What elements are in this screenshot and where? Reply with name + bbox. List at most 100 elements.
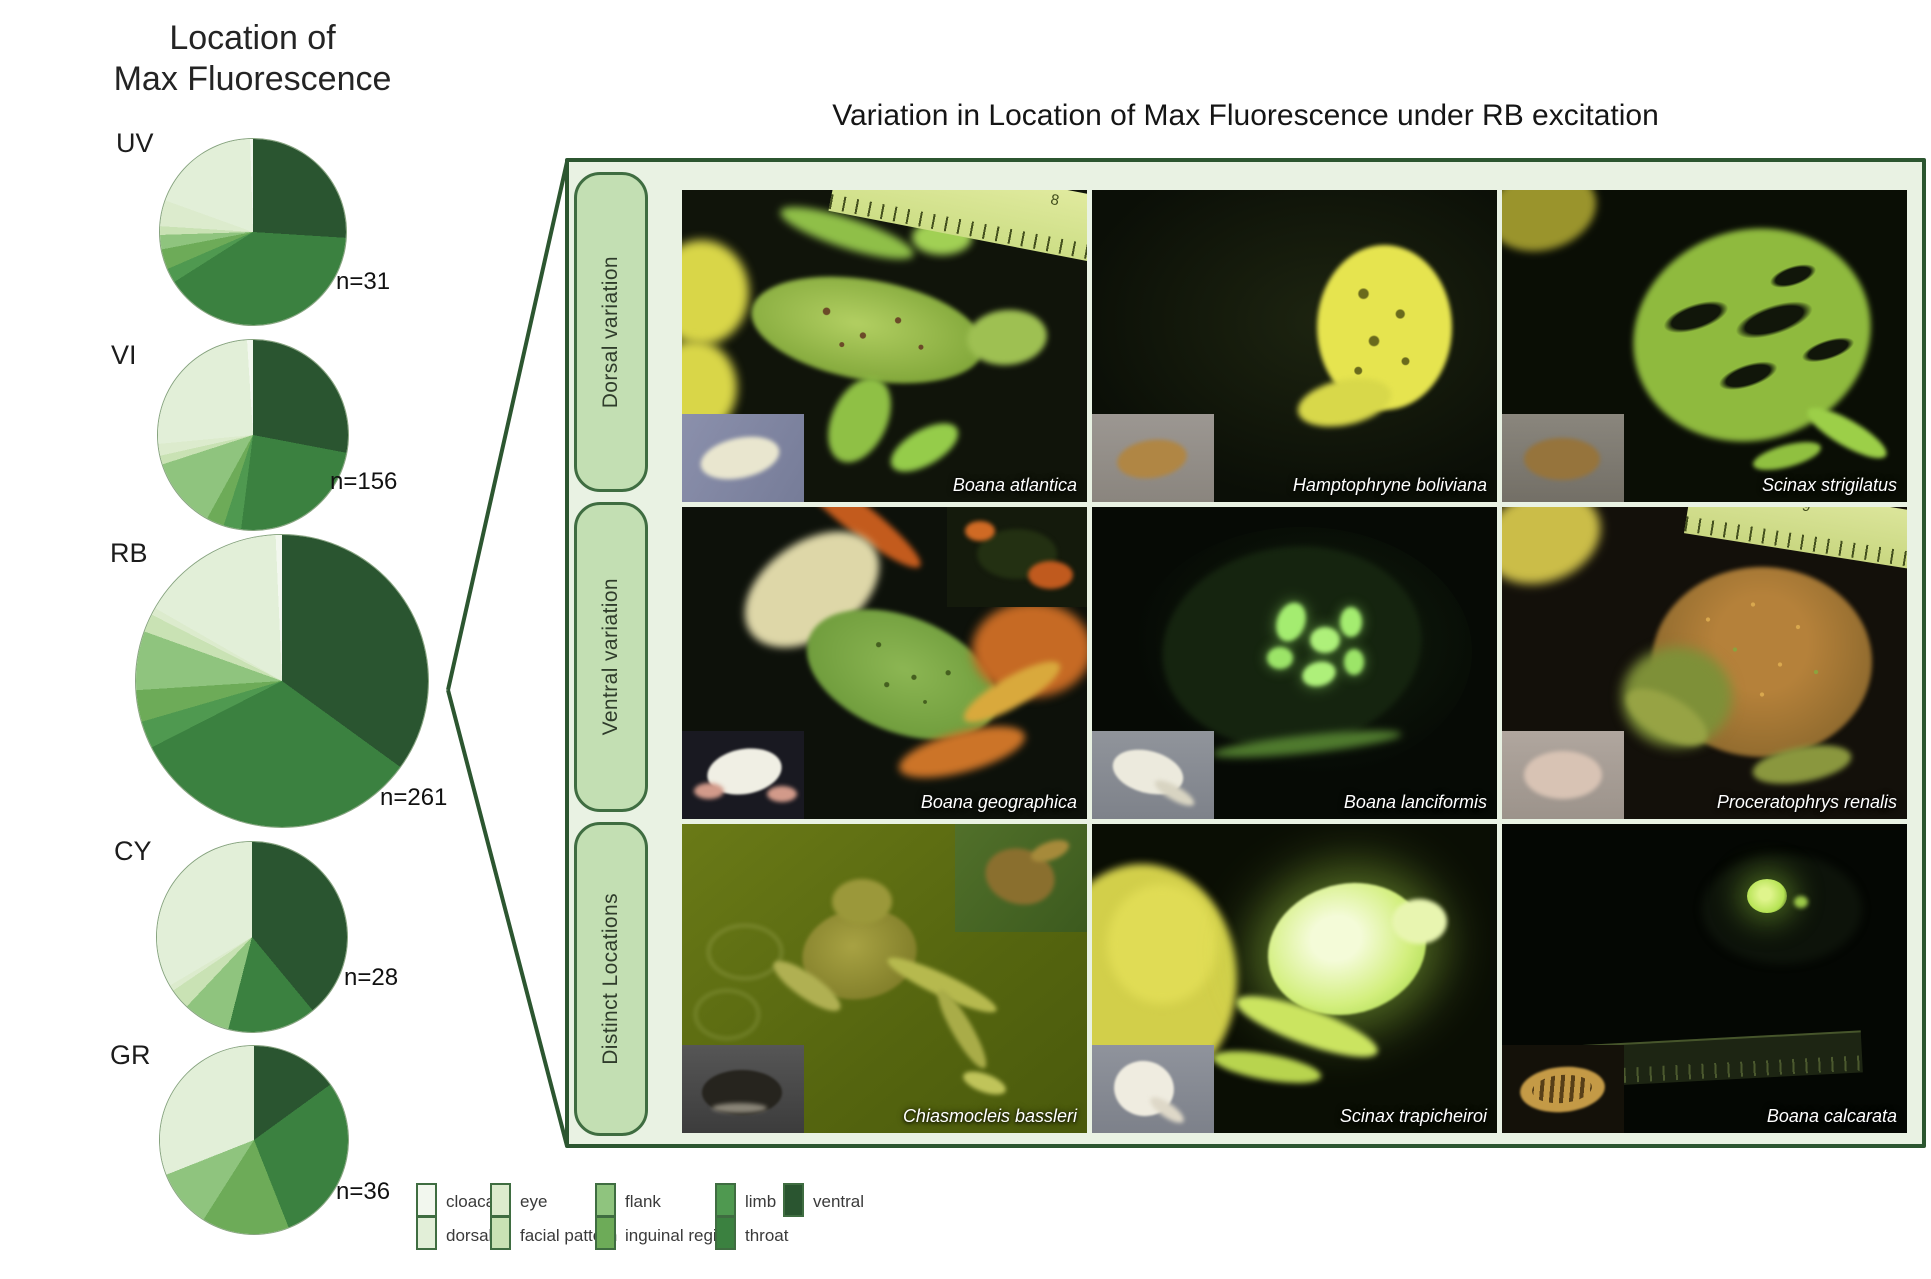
frog-limb-shape: [1801, 399, 1893, 467]
left-panel-title: Location of Max Fluorescence: [55, 18, 450, 100]
pie-label-gr: GR: [110, 1040, 151, 1070]
ruler-number: 9: [1801, 507, 1812, 515]
legend-swatch-ventral: [783, 1183, 804, 1217]
photo-scinax-strigilatus: Scinax strigilatus: [1502, 190, 1907, 502]
legend-swatch-facial-pattern: [490, 1216, 511, 1250]
photo-boana-geographica: Boana geographica: [682, 507, 1087, 819]
inset-photo: [1502, 731, 1624, 819]
inset-photo: [947, 507, 1087, 607]
glow-spot: [1340, 607, 1362, 637]
photo-caption: Boana lanciformis: [1343, 792, 1487, 812]
photo-boana-atlantica: 7 8 Boana atlantica: [682, 190, 1087, 502]
inset-photo: [1092, 731, 1214, 819]
left-title-line1: Location of: [169, 19, 336, 57]
row-label-text: Distinct Locations: [599, 893, 622, 1065]
glow-spot: [1794, 896, 1808, 908]
legend-label-ventral: ventral: [813, 1192, 865, 1211]
zoom-connector-lines: [446, 161, 569, 1147]
row-label-text: Dorsal variation: [599, 255, 622, 409]
glow-eye-spot: [1747, 879, 1787, 913]
photo-boana-calcarata: Boana calcarata: [1502, 824, 1907, 1133]
pie-chart-cy: [157, 842, 347, 1032]
frog-body-shape: [696, 430, 784, 486]
frog-limb-shape: [694, 783, 724, 799]
pie-chart-gr: [160, 1046, 348, 1234]
row-label-text: Ventral variation: [599, 578, 622, 736]
inset-photo: [1502, 1045, 1624, 1133]
legend-label-limb: limb: [745, 1192, 777, 1211]
inset-photo: [682, 1045, 804, 1133]
legend-label-throat: throat: [745, 1226, 789, 1245]
frog-body-shape: [1524, 438, 1600, 480]
inset-photo: [955, 824, 1087, 932]
frog-belly-shape: [712, 1103, 767, 1113]
photo-caption: Proceratophrys renalis: [1716, 792, 1897, 812]
pie-label-rb: RB: [110, 538, 148, 568]
finger-shape: [1502, 190, 1606, 263]
pie-chart-vi: [158, 340, 348, 530]
inset-photo: [1502, 414, 1624, 502]
pie-label-vi: VI: [111, 340, 137, 370]
glove-shape: [1107, 884, 1217, 1004]
legend-label-eye: eye: [520, 1192, 548, 1211]
finger-shape: [1502, 507, 1614, 600]
row-label-dorsal-variation: Dorsal variation: [574, 172, 648, 492]
pie-n-cy: n=28: [344, 964, 399, 991]
frog-head-shape: [1702, 854, 1862, 964]
inset-photo: [682, 731, 804, 819]
pie-chart-rb: [136, 535, 428, 827]
pie-label-uv: UV: [116, 128, 154, 158]
glow-spot: [1267, 647, 1293, 669]
legend-swatch-inguinal-region: [595, 1216, 616, 1250]
legend-label-flank: flank: [625, 1192, 661, 1211]
floor-ring-pattern: [707, 924, 783, 980]
pie-n-uv: n=31: [336, 268, 391, 295]
inset-photo: [682, 414, 804, 502]
photo-caption: Boana calcarata: [1766, 1106, 1897, 1126]
legend-swatch-limb: [715, 1183, 736, 1217]
legend-swatch-cloaca: [416, 1183, 437, 1217]
inset-photo: [1092, 1045, 1214, 1133]
pie-n-vi: n=156: [330, 468, 398, 495]
row-label-ventral-variation: Ventral variation: [574, 502, 648, 812]
ruler: 9: [1684, 507, 1907, 573]
photo-boana-lanciformis: Boana lanciformis: [1092, 507, 1497, 819]
photo-caption: Chiasmocleis bassleri: [902, 1106, 1077, 1126]
frog-limb-shape: [1028, 561, 1073, 589]
glow-spot: [1310, 627, 1340, 653]
glow-spot: [1344, 649, 1364, 675]
photo-caption: Boana geographica: [920, 792, 1077, 812]
photo-caption: Boana atlantica: [952, 475, 1077, 495]
photo-chiasmocleis-bassleri: Chiasmocleis bassleri: [682, 824, 1087, 1133]
legend-swatch-eye: [490, 1183, 511, 1217]
frog-limb-shape: [767, 786, 797, 802]
glove-shape: [682, 240, 749, 345]
pie-chart-uv: [160, 139, 346, 325]
legend-swatch-flank: [595, 1183, 616, 1217]
photo-caption: Hamptophryne boliviana: [1292, 475, 1487, 495]
photo-caption: Scinax trapicheiroi: [1339, 1106, 1487, 1126]
frog-head-shape: [1392, 899, 1447, 944]
row-label-distinct-locations: Distinct Locations: [574, 822, 648, 1136]
inset-photo: [1092, 414, 1214, 502]
photo-hamptophryne-boliviana: Hamptophryne boliviana: [1092, 190, 1497, 502]
frog-body-shape: [1524, 751, 1602, 799]
frog-limb-shape: [965, 521, 995, 541]
frog-pattern: [1332, 260, 1437, 395]
frog-speckles: [1672, 582, 1852, 732]
pie-n-rb: n=261: [380, 784, 448, 811]
legend-label-cloaca: cloaca: [446, 1192, 496, 1211]
legend-swatch-throat: [715, 1216, 736, 1250]
photo-scinax-trapicheiroi: Scinax trapicheiroi: [1092, 824, 1497, 1133]
frog-head-shape: [832, 879, 892, 924]
frog-limb-shape: [1750, 436, 1824, 476]
frog-limb-shape: [883, 413, 966, 482]
legend-label-facial-pattern: facial pattern: [520, 1226, 618, 1245]
frog-limb-shape: [1210, 1044, 1324, 1090]
frog-body-shape: [1114, 435, 1190, 483]
frog-limb-shape: [960, 1066, 1009, 1100]
photo-proceratophrys-renalis: 9 Proceratophrys renalis: [1502, 507, 1907, 819]
ruler-number: 8: [1049, 191, 1061, 210]
left-title-line2: Max Fluorescence: [113, 60, 392, 98]
